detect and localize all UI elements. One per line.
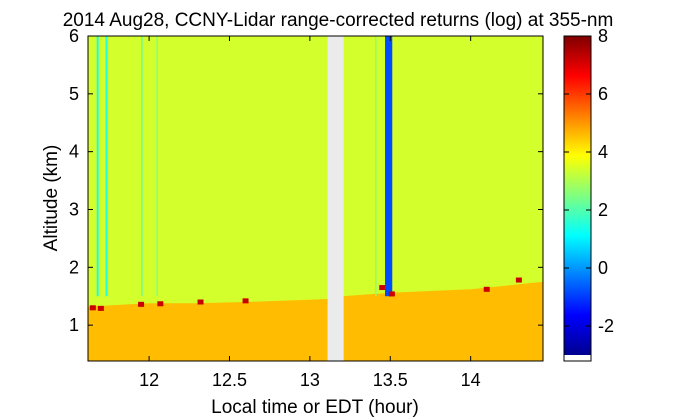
low-signal-column-1: [105, 36, 108, 297]
colorbar: -2 0 2 4 6 8: [563, 26, 614, 362]
cloud-base-spot-4: [197, 299, 204, 305]
boundary-layer-region: [88, 281, 543, 361]
y-tick-label: 6: [69, 26, 79, 46]
y-tick-label: 3: [69, 199, 79, 219]
cloud-base-spot-9: [515, 277, 522, 283]
cloud-base-spot-1: [97, 305, 104, 311]
heatmap-plot-area: [88, 36, 543, 361]
colorbar-tick-label: 0: [598, 258, 608, 278]
data-gap-band: [327, 36, 344, 361]
x-axis: 12 12.5 13 13.5 14: [139, 36, 481, 390]
y-tick-label: 1: [69, 315, 79, 335]
y-axis-label: Altitude (km): [41, 145, 62, 252]
colorbar-ticks: -2 0 2 4 6 8: [564, 26, 614, 336]
x-tick-label: 13: [300, 370, 320, 390]
colorbar-frame: [563, 35, 592, 362]
y-axis: 1 2 3 4 5 6: [69, 26, 543, 335]
chart-title: 2014 Aug28, CCNY-Lidar range-corrected r…: [63, 10, 614, 31]
cloud-base-spot-5: [242, 298, 249, 304]
low-signal-column-0: [96, 36, 99, 297]
low-signal-column-5: [385, 36, 393, 297]
y-tick-label: 5: [69, 84, 79, 104]
colorbar-tick-label: -2: [598, 316, 614, 336]
low-signal-column-2: [141, 36, 143, 297]
low-signal-column-3: [156, 36, 158, 297]
y-tick-label: 4: [69, 142, 79, 162]
x-tick-label: 13.5: [373, 370, 408, 390]
cloud-base-spot-6: [379, 285, 386, 291]
cloud-base-spot-0: [89, 305, 96, 311]
cloud-base-spot-3: [157, 301, 164, 307]
x-tick-label: 12.5: [212, 370, 247, 390]
cloud-base-spot-2: [138, 301, 145, 307]
cloud-base-spot-7: [388, 291, 395, 297]
colorbar-base: [564, 355, 591, 361]
x-tick-label: 12: [139, 370, 159, 390]
colorbar-tick-label: 6: [598, 84, 608, 104]
plot-frame: [87, 35, 544, 362]
colorbar-gradient: [564, 36, 591, 355]
cloud-base-spot-8: [483, 286, 490, 292]
colorbar-tick-label: 2: [598, 200, 608, 220]
low-signal-column-4: [374, 36, 377, 297]
x-axis-label: Local time or EDT (hour): [211, 397, 419, 418]
y-tick-label: 2: [69, 257, 79, 277]
colorbar-tick-label: 4: [598, 142, 608, 162]
colorbar-tick-label: 8: [598, 26, 608, 46]
x-tick-label: 14: [461, 370, 481, 390]
